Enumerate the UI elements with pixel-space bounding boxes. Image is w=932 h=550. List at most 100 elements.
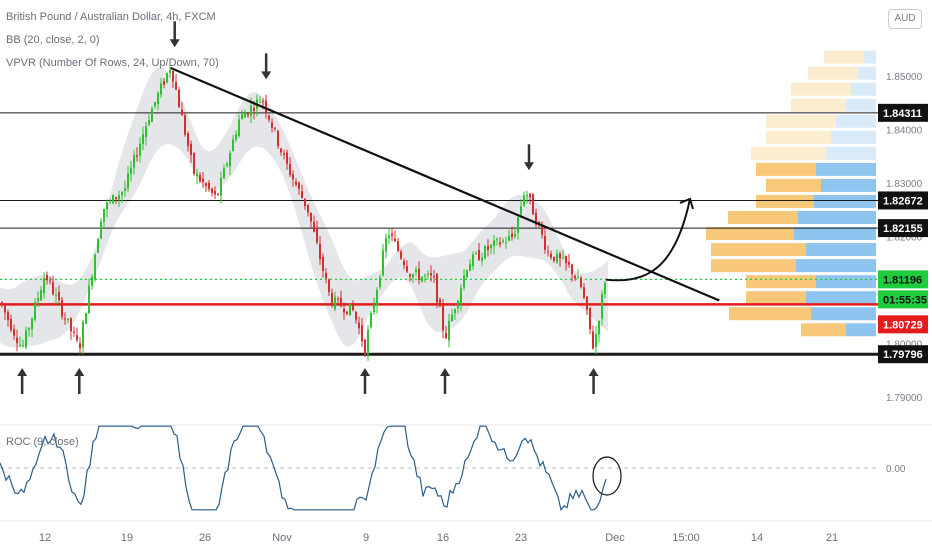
candle-body <box>403 260 405 266</box>
candle-body <box>169 69 171 74</box>
candle-body <box>232 139 234 152</box>
candle-body <box>331 292 333 306</box>
candle-body <box>412 274 414 278</box>
candle-body <box>322 256 324 271</box>
candle-body <box>181 109 183 116</box>
candle-body <box>361 325 363 342</box>
projection-curve <box>605 198 691 282</box>
vp-row-down <box>831 130 876 144</box>
candle-body <box>280 148 282 153</box>
candle-body <box>508 235 510 241</box>
up-arrow-head <box>588 368 599 376</box>
candle-body <box>319 243 321 260</box>
candle-body <box>205 183 207 186</box>
candle-body <box>172 70 174 82</box>
candle-body <box>67 318 69 321</box>
candle-body <box>481 257 483 261</box>
candle-body <box>424 275 426 277</box>
time-tick-label: 26 <box>199 532 211 544</box>
candle-body <box>55 294 57 296</box>
vp-row-up <box>751 146 826 160</box>
time-tick-label: Dec <box>605 532 625 544</box>
candle-body <box>1 302 3 306</box>
price-tag-bg <box>878 315 928 334</box>
candle-body <box>121 191 123 196</box>
candle-body <box>229 153 231 167</box>
price-tag-label: 01:55:35 <box>883 294 927 306</box>
candle-body <box>445 332 447 339</box>
vpvr-indicator-label[interactable]: VPVR (Number Of Rows, 24, Up/Down, 70) <box>6 57 219 69</box>
candle-body <box>328 279 330 293</box>
candle-body <box>568 261 570 265</box>
vp-row-up <box>728 211 798 224</box>
down-arrow-head <box>169 39 180 48</box>
candle-body <box>310 212 312 222</box>
vp-row-down <box>816 162 876 176</box>
candle-body <box>145 125 147 138</box>
roc-pane <box>0 425 878 512</box>
candle-body <box>196 173 198 177</box>
candle-body <box>475 253 477 255</box>
price-tag-bg <box>878 103 928 122</box>
candle-body <box>187 133 189 147</box>
trendline-group[interactable] <box>170 66 720 302</box>
candle-body <box>124 188 126 191</box>
candle-body <box>112 195 114 204</box>
bb-indicator-label[interactable]: BB (20, close, 2, 0) <box>6 34 100 46</box>
vp-row-down <box>806 291 876 305</box>
candle-body <box>601 293 603 319</box>
candle-body <box>478 249 480 261</box>
roc-indicator-label[interactable]: ROC (9, close) <box>6 436 79 448</box>
candle-body <box>118 195 120 200</box>
time-tick-label: 16 <box>437 532 449 544</box>
currency-badge[interactable]: AUD <box>888 9 922 29</box>
candle-body <box>517 217 519 233</box>
candle-body <box>418 268 420 280</box>
vp-row-down <box>794 227 876 241</box>
candle-body <box>43 278 45 294</box>
candle-body <box>415 269 417 273</box>
candle-body <box>262 100 264 102</box>
bb-envelope <box>0 67 608 348</box>
trendline <box>170 66 720 302</box>
candle-body <box>226 163 228 166</box>
candle-body <box>499 242 501 245</box>
candle-body <box>472 254 474 267</box>
y-tick-label: 1.83000 <box>886 179 923 190</box>
down-arrow-head <box>261 71 272 80</box>
candle-body <box>271 122 273 128</box>
candle-body <box>562 257 564 259</box>
candle-body <box>133 155 135 168</box>
price-tag-bg <box>878 290 928 309</box>
candle-body <box>220 177 222 196</box>
candle-body <box>94 254 96 280</box>
candle-body <box>139 143 141 156</box>
candle-body <box>268 115 270 120</box>
candle-body <box>397 241 399 251</box>
candle-body <box>247 112 249 116</box>
roc-line <box>0 425 607 512</box>
candle-body <box>259 101 261 103</box>
candle-body <box>490 244 492 249</box>
candle-body <box>523 195 525 206</box>
candle-body <box>157 93 159 104</box>
candle-body <box>91 276 93 286</box>
candle-body <box>493 240 495 247</box>
down-arrow-head <box>524 162 534 171</box>
candle-body <box>274 127 276 129</box>
candle-body <box>49 280 51 282</box>
candle-body <box>427 273 429 275</box>
vp-row-up <box>801 323 846 337</box>
vp-row-up <box>729 307 811 321</box>
candle-body <box>193 152 195 174</box>
price-tag-bg <box>878 219 928 238</box>
vp-row-up <box>766 114 836 128</box>
candle-body <box>178 90 180 108</box>
candle-body <box>127 173 129 189</box>
candle-body <box>589 307 591 330</box>
candle-body <box>277 130 279 147</box>
price-tag-bg <box>878 191 928 210</box>
candle-body <box>571 264 573 275</box>
candle-body <box>7 311 9 320</box>
